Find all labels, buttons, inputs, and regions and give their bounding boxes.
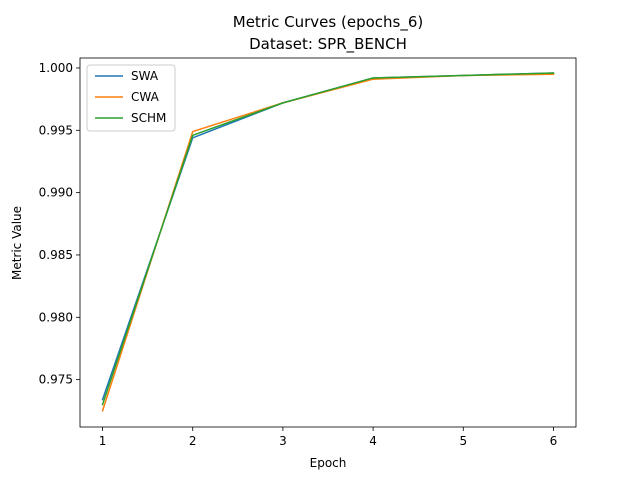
series-lines <box>101 72 555 412</box>
x-tick-label: 3 <box>279 434 287 448</box>
legend-label-swa: SWA <box>131 69 159 83</box>
y-tick-label: 0.995 <box>39 123 73 137</box>
y-tick-label: 0.990 <box>39 186 73 200</box>
axes-frame <box>79 57 577 428</box>
y-axis-ticks: 0.975 0.980 0.985 0.990 0.995 1.000 <box>39 61 80 387</box>
chart-subtitle: Dataset: SPR_BENCH <box>249 35 407 54</box>
y-tick-label: 0.975 <box>39 373 73 387</box>
x-axis-label: Epoch <box>310 456 347 470</box>
x-tick-label: 4 <box>369 434 377 448</box>
y-axis-label: Metric Value <box>10 206 24 280</box>
plot-area <box>79 57 577 428</box>
y-tick-label: 0.980 <box>39 310 73 324</box>
legend-box <box>86 64 176 132</box>
y-tick-label: 0.985 <box>39 248 73 262</box>
x-tick-label: 5 <box>459 434 467 448</box>
legend: SWA CWA SCHM <box>86 64 176 132</box>
x-axis-ticks: 1 2 3 4 5 6 <box>99 427 558 448</box>
series-line-schm <box>101 72 555 406</box>
y-tick-label: 1.000 <box>39 61 73 75</box>
legend-label-schm: SCHM <box>131 111 166 125</box>
chart-title: Metric Curves (epochs_6) <box>233 13 423 32</box>
x-tick-label: 6 <box>550 434 558 448</box>
x-tick-label: 1 <box>99 434 107 448</box>
x-tick-label: 2 <box>189 434 197 448</box>
legend-label-cwa: CWA <box>131 90 160 104</box>
